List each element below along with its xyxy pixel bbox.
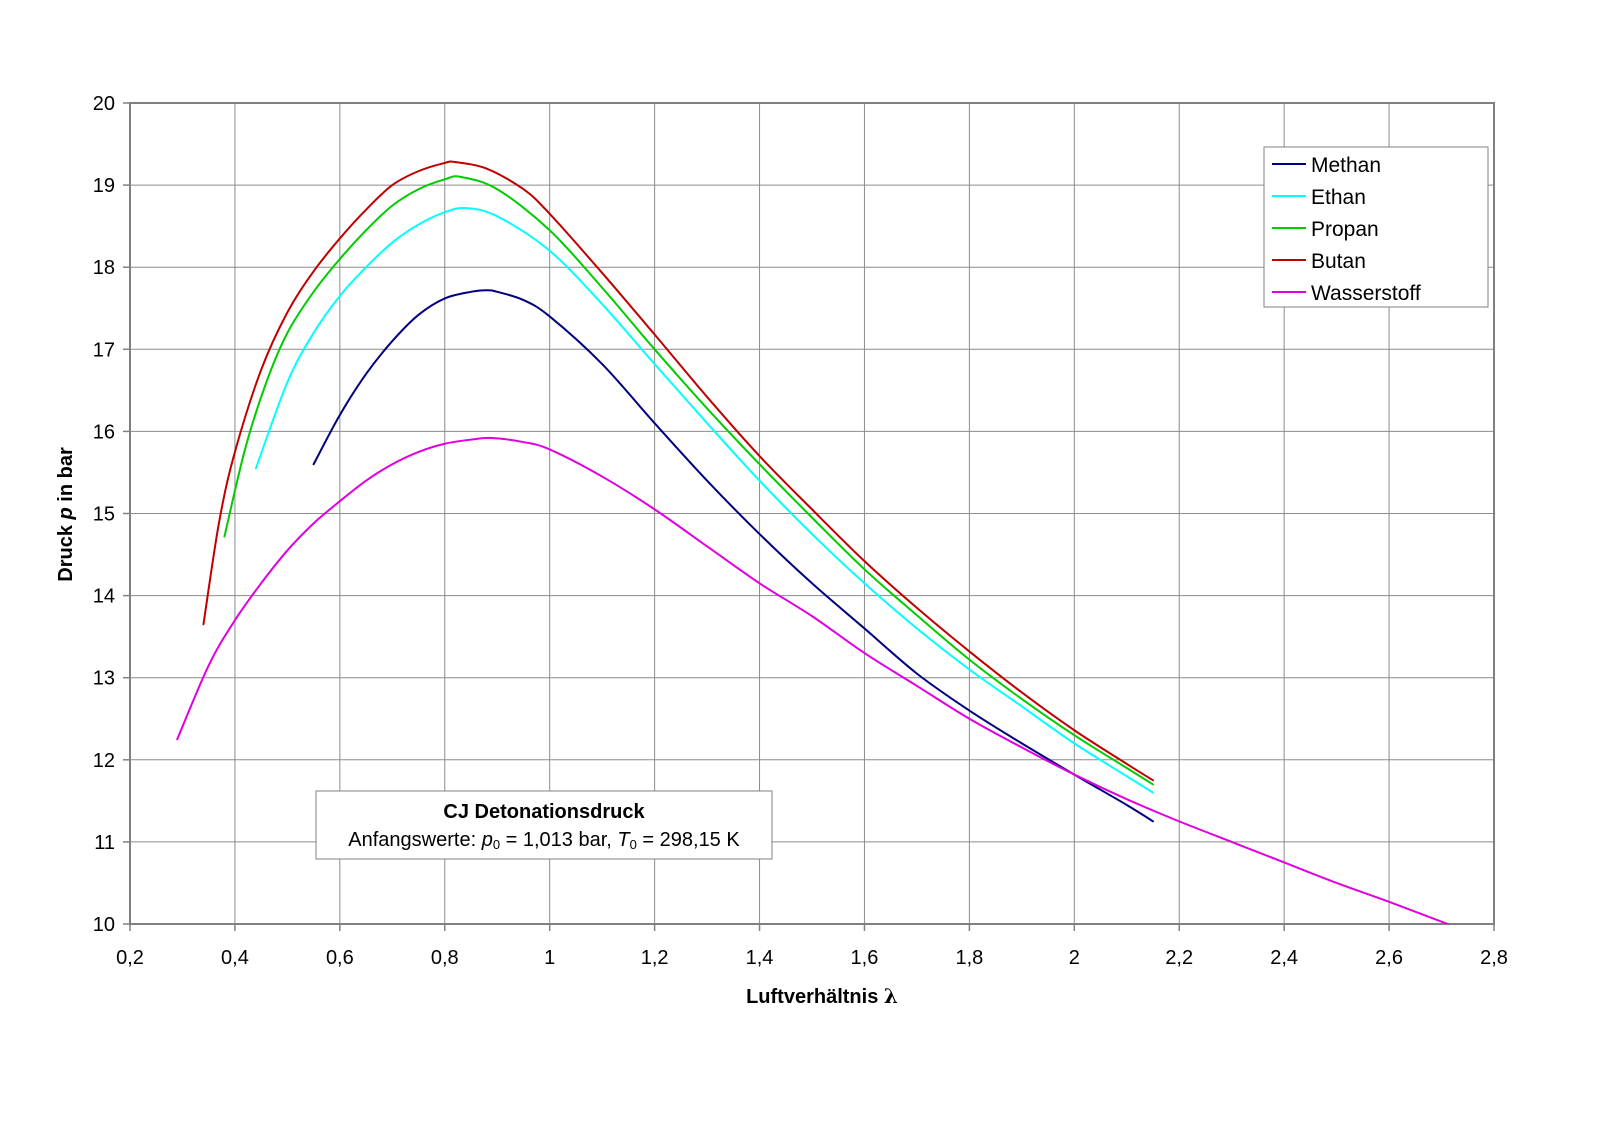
series-line-butan <box>202 160 1154 782</box>
annotation-t-value: = 298,15 K <box>637 829 741 851</box>
x-axis-title: Luftverhältnis λ <box>746 984 898 1008</box>
y-tick-label: 16 <box>93 421 115 443</box>
annotation-p-sub: 0 <box>493 837 500 852</box>
x-tick-label: 0,2 <box>116 947 144 969</box>
legend-label-methan: Methan <box>1311 154 1381 177</box>
y-tick-label: 13 <box>93 668 115 690</box>
y-tick-label: 20 <box>93 93 115 115</box>
y-tick-label: 11 <box>94 832 115 854</box>
x-tick-label: 0,4 <box>221 947 249 969</box>
legend-label-butan: Butan <box>1311 250 1366 273</box>
annotation: CJ Detonationsdruck Anfangswerte: p0 = 1… <box>315 790 773 860</box>
legend-label-wasserstoff: Wasserstoff <box>1311 282 1421 305</box>
y-axis-ticks: 10 11 12 13 14 15 16 17 18 19 20 <box>93 93 130 936</box>
annotation-initial-values: Anfangswerte: p0 = 1,013 bar, T0 = 298,1… <box>348 829 740 852</box>
y-axis-title: Druck p in bar <box>55 447 77 582</box>
x-tick-label: 2,4 <box>1270 947 1298 969</box>
y-tick-label: 15 <box>93 504 115 526</box>
annotation-t-sub: 0 <box>630 837 637 852</box>
x-tick-label: 1,6 <box>851 947 879 969</box>
x-tick-label: 2,8 <box>1480 947 1508 969</box>
x-tick-label: 1,8 <box>955 947 983 969</box>
y-tick-label: 18 <box>93 257 115 279</box>
legend-items: Methan Ethan Propan Butan Wasserstoff <box>1272 154 1421 305</box>
x-tick-label: 0,6 <box>326 947 354 969</box>
y-axis-title-var: p <box>55 507 77 520</box>
legend-label-propan: Propan <box>1311 218 1379 241</box>
legend-label-ethan: Ethan <box>1311 186 1366 209</box>
annotation-prefix: Anfangswerte: <box>348 829 481 851</box>
y-tick-label: 17 <box>93 339 115 361</box>
annotation-p-value: = 1,013 bar, <box>500 829 617 851</box>
x-tick-label: 2,2 <box>1165 947 1193 969</box>
series-line-wasserstoff <box>176 436 1451 924</box>
x-tick-label: 1 <box>544 947 555 969</box>
x-tick-label: 1,4 <box>746 947 774 969</box>
series-line-ethan <box>254 206 1154 794</box>
annotation-t-var: T <box>617 829 631 851</box>
series-line-methan <box>312 289 1154 823</box>
y-tick-label: 12 <box>93 750 115 772</box>
x-tick-label: 0,8 <box>431 947 459 969</box>
y-axis-title-pre: Druck <box>55 519 77 581</box>
series-line-propan <box>223 175 1154 786</box>
x-tick-label: 2,6 <box>1375 947 1403 969</box>
y-tick-label: 19 <box>93 175 115 197</box>
legend: Methan Ethan Propan Butan Wasserstoff <box>1263 146 1489 308</box>
y-tick-label: 10 <box>93 914 115 936</box>
y-axis-title-post: in bar <box>55 447 77 507</box>
x-axis-title-symbol: λ <box>884 984 898 1008</box>
x-tick-label: 1,2 <box>641 947 669 969</box>
x-axis-ticks: 0,2 0,4 0,6 0,8 1 1,2 1,4 1,6 1,8 2 2,2 2,4 2,6 2,8 <box>116 924 1508 969</box>
x-axis-title-text: Luftverhältnis <box>746 986 884 1008</box>
x-tick-label: 2 <box>1069 947 1080 969</box>
annotation-box <box>315 790 773 860</box>
y-tick-label: 14 <box>93 586 115 608</box>
annotation-p-var: p <box>481 829 493 851</box>
series-layer <box>176 160 1451 924</box>
annotation-title: CJ Detonationsdruck <box>443 801 645 823</box>
